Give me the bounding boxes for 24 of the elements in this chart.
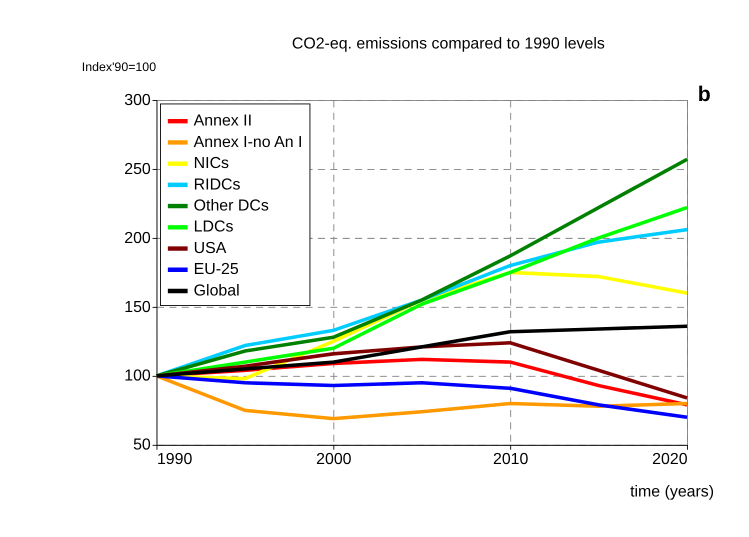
y-axis-title: Index'90=100 (82, 60, 156, 74)
legend-label: NICs (194, 155, 230, 172)
legend-label: RIDCs (194, 176, 241, 194)
y-tick-label: 150 (124, 298, 151, 316)
x-axis-title: time (years) (630, 484, 714, 501)
legend-label: LDCs (194, 218, 234, 236)
x-tick-label: 1990 (156, 450, 192, 468)
y-tick-label: 100 (124, 368, 151, 385)
y-tick-label: 250 (124, 160, 151, 178)
x-tick-label: 2020 (652, 450, 688, 468)
legend-label: Other DCs (194, 198, 269, 215)
chart-title: CO2-eq. emissions compared to 1990 levels (292, 36, 605, 53)
y-tick-label: 50 (133, 436, 151, 454)
line-series (154, 158, 689, 378)
x-tick-label: 2000 (316, 450, 352, 468)
y-tick-label: 200 (124, 230, 151, 247)
legend-label: EU-25 (194, 261, 239, 278)
legend-label: Global (194, 282, 240, 300)
legend-label: USA (194, 240, 227, 257)
y-tick-label: 300 (124, 92, 151, 109)
x-tick-label: 2010 (492, 450, 529, 468)
legend-label: Annex II (194, 112, 252, 130)
legend-label: Annex I-no An I (194, 134, 302, 151)
text: b (698, 82, 711, 106)
